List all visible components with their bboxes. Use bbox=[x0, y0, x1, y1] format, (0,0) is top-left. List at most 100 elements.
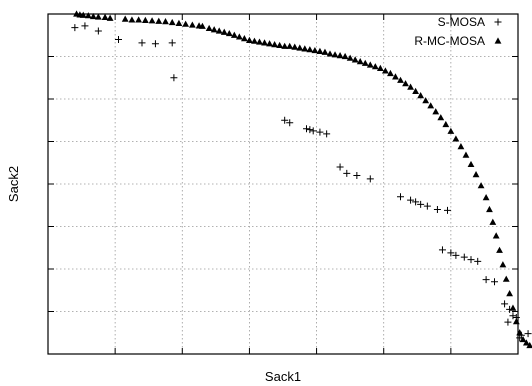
data-point-s-mosa bbox=[316, 128, 324, 136]
data-point-r-mc-mosa bbox=[306, 46, 314, 53]
data-point-r-mc-mosa bbox=[376, 64, 384, 71]
data-point-r-mc-mosa bbox=[361, 59, 369, 66]
data-point-s-mosa bbox=[306, 126, 314, 134]
data-point-s-mosa bbox=[460, 253, 468, 261]
data-point-r-mc-mosa bbox=[462, 151, 470, 158]
data-point-r-mc-mosa bbox=[387, 69, 394, 77]
data-point-r-mc-mosa bbox=[371, 63, 379, 70]
axis-ticks bbox=[47, 13, 519, 355]
data-point-r-mc-mosa bbox=[492, 232, 500, 239]
data-point-r-mc-mosa bbox=[506, 290, 514, 297]
data-point-r-mc-mosa bbox=[331, 51, 339, 58]
data-point-s-mosa bbox=[524, 330, 532, 338]
data-point-s-mosa bbox=[343, 169, 351, 177]
data-point-r-mc-mosa bbox=[472, 171, 480, 178]
data-point-r-mc-mosa bbox=[220, 28, 228, 35]
data-point-r-mc-mosa bbox=[141, 16, 149, 23]
data-point-r-mc-mosa bbox=[128, 16, 136, 23]
data-point-s-mosa bbox=[151, 40, 159, 48]
data-point-s-mosa bbox=[447, 249, 455, 257]
data-point-r-mc-mosa bbox=[101, 13, 109, 20]
data-point-r-mc-mosa bbox=[155, 17, 163, 24]
data-point-r-mc-mosa bbox=[286, 42, 294, 49]
data-point-s-mosa bbox=[336, 163, 344, 171]
data-point-s-mosa bbox=[168, 39, 176, 47]
legend-marker-triangle bbox=[494, 37, 502, 44]
data-point-s-mosa bbox=[81, 22, 89, 30]
data-point-s-mosa bbox=[138, 39, 146, 47]
data-point-s-mosa bbox=[501, 300, 509, 308]
data-point-r-mc-mosa bbox=[397, 76, 404, 83]
data-point-r-mc-mosa bbox=[477, 182, 485, 189]
plot-frame bbox=[47, 13, 519, 355]
data-point-r-mc-mosa bbox=[316, 47, 324, 54]
legend-plus-icon bbox=[494, 18, 502, 26]
data-point-r-mc-mosa bbox=[381, 67, 389, 74]
data-point-r-mc-mosa bbox=[199, 22, 206, 29]
data-point-r-mc-mosa bbox=[522, 339, 530, 346]
data-point-r-mc-mosa bbox=[321, 48, 329, 55]
data-point-r-mc-mosa bbox=[235, 33, 243, 40]
data-point-r-mc-mosa bbox=[341, 52, 349, 60]
data-point-r-mc-mosa bbox=[457, 143, 465, 150]
data-point-r-mc-mosa bbox=[512, 318, 520, 325]
data-point-s-mosa bbox=[444, 206, 451, 214]
data-point-s-mosa bbox=[303, 125, 310, 133]
data-point-r-mc-mosa bbox=[168, 18, 176, 26]
data-point-s-mosa bbox=[71, 24, 79, 32]
data-point-r-mc-mosa bbox=[205, 24, 213, 32]
data-point-r-mc-mosa bbox=[496, 246, 503, 253]
data-point-s-mosa bbox=[323, 130, 331, 138]
grid-lines bbox=[48, 14, 518, 354]
data-point-r-mc-mosa bbox=[326, 50, 334, 57]
series-s-mosa bbox=[71, 22, 532, 342]
data-point-r-mc-mosa bbox=[266, 40, 273, 47]
data-point-s-mosa bbox=[309, 127, 317, 135]
data-point-r-mc-mosa bbox=[148, 17, 156, 24]
data-point-s-mosa bbox=[452, 251, 460, 259]
data-point-r-mc-mosa bbox=[79, 11, 87, 18]
data-point-r-mc-mosa bbox=[417, 92, 425, 99]
data-point-r-mc-mosa bbox=[215, 27, 223, 34]
data-point-r-mc-mosa bbox=[135, 16, 143, 23]
data-point-r-mc-mosa bbox=[447, 127, 455, 134]
data-point-r-mc-mosa bbox=[230, 31, 238, 38]
legend-marker-plus bbox=[494, 18, 502, 26]
data-point-r-mc-mosa bbox=[89, 12, 97, 20]
data-point-s-mosa bbox=[412, 198, 420, 206]
data-point-r-mc-mosa bbox=[256, 38, 263, 45]
data-point-s-mosa bbox=[94, 27, 102, 35]
data-point-r-mc-mosa bbox=[432, 108, 440, 115]
data-point-s-mosa bbox=[407, 196, 415, 204]
data-point-r-mc-mosa bbox=[106, 14, 114, 21]
data-point-r-mc-mosa bbox=[240, 35, 248, 42]
data-point-r-mc-mosa bbox=[499, 261, 507, 268]
x-axis-title: Sack1 bbox=[265, 369, 301, 384]
data-point-s-mosa bbox=[417, 200, 425, 208]
data-point-r-mc-mosa bbox=[296, 44, 304, 51]
data-point-r-mc-mosa bbox=[188, 21, 196, 28]
data-point-r-mc-mosa bbox=[427, 102, 435, 109]
data-point-r-mc-mosa bbox=[291, 43, 299, 50]
data-point-s-mosa bbox=[474, 257, 482, 265]
data-point-r-mc-mosa bbox=[452, 135, 460, 142]
data-point-r-mc-mosa bbox=[261, 39, 268, 46]
data-point-r-mc-mosa bbox=[402, 80, 409, 87]
legend-triangle-icon bbox=[494, 37, 502, 44]
data-point-r-mc-mosa bbox=[281, 42, 289, 49]
data-point-s-mosa bbox=[353, 172, 361, 179]
data-point-s-mosa bbox=[504, 318, 512, 326]
data-point-r-mc-mosa bbox=[121, 15, 129, 22]
data-point-s-mosa bbox=[397, 193, 404, 201]
data-point-r-mc-mosa bbox=[84, 12, 92, 19]
data-point-r-mc-mosa bbox=[412, 87, 420, 94]
data-point-r-mc-mosa bbox=[225, 29, 233, 37]
data-point-r-mc-mosa bbox=[467, 160, 475, 168]
data-point-s-mosa bbox=[115, 36, 122, 43]
series-r-mc-mosa bbox=[73, 10, 532, 349]
data-point-r-mc-mosa bbox=[502, 275, 510, 282]
data-point-s-mosa bbox=[467, 256, 475, 264]
y-axis-title: Sack2 bbox=[6, 166, 21, 202]
data-point-r-mc-mosa bbox=[271, 41, 279, 48]
